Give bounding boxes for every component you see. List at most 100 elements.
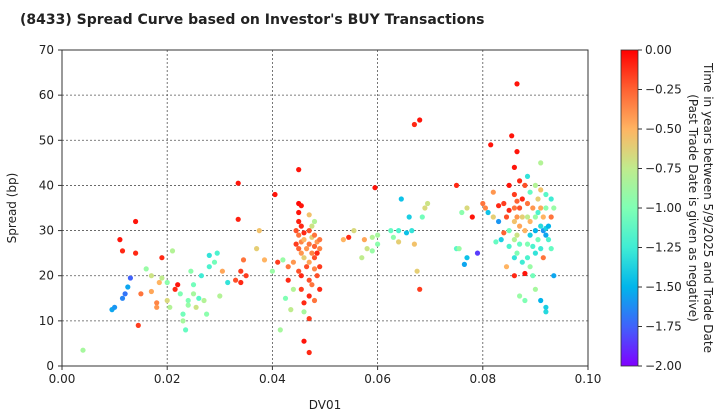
data-point (411, 121, 417, 128)
data-point (425, 200, 431, 207)
y-axis-label: Spread (bp) (5, 173, 19, 244)
data-point (285, 277, 291, 283)
data-point (519, 214, 525, 220)
data-point (306, 293, 312, 299)
data-point (524, 241, 531, 247)
data-point (369, 234, 375, 240)
colorbar-label-line1: Time in years between 5/9/2025 and Trade… (701, 62, 715, 353)
data-point (190, 291, 197, 297)
data-point (527, 264, 533, 270)
data-point (201, 297, 207, 304)
data-point (301, 338, 307, 344)
data-point (154, 300, 160, 306)
colorbar-tick-label: −1.50 (645, 280, 682, 294)
data-point (519, 196, 525, 202)
data-point (538, 187, 544, 193)
data-point (417, 286, 423, 292)
data-point (296, 232, 302, 238)
data-point (296, 218, 302, 225)
data-point (117, 237, 123, 243)
data-point (340, 237, 346, 243)
x-tick-label: 0.02 (154, 372, 181, 386)
data-point (369, 248, 375, 254)
data-point (498, 237, 504, 243)
data-point (133, 250, 139, 256)
data-point (311, 255, 318, 261)
data-point (277, 327, 283, 333)
data-point (532, 250, 539, 256)
data-point (390, 234, 396, 240)
data-point (154, 304, 160, 310)
data-point (272, 191, 278, 198)
data-point (459, 209, 465, 216)
y-tick-label: 0 (46, 359, 54, 373)
data-point (396, 228, 402, 234)
data-point (296, 246, 302, 252)
x-tick-label: 0.06 (364, 372, 391, 386)
data-point (211, 259, 218, 265)
data-point (503, 264, 510, 270)
grid-lines (62, 50, 588, 366)
y-tick-label: 30 (39, 224, 54, 238)
data-point (314, 273, 320, 279)
data-point (469, 214, 475, 220)
data-point (217, 293, 223, 299)
x-tick-label: 0.08 (469, 372, 496, 386)
data-point (511, 191, 517, 198)
data-point (414, 268, 420, 274)
data-point (543, 232, 549, 238)
data-point (119, 295, 126, 301)
data-point (493, 239, 499, 245)
data-point (167, 304, 173, 310)
data-point (388, 228, 394, 234)
data-point (359, 255, 365, 261)
data-point (285, 264, 291, 270)
data-point (301, 300, 307, 306)
chart-title: (8433) Spread Curve based on Investor's … (20, 12, 484, 28)
colorbar-tick-label: −0.25 (645, 83, 682, 97)
data-point (301, 230, 307, 236)
data-point (311, 266, 318, 272)
data-point (317, 264, 323, 270)
colorbar-tick-label: −0.75 (645, 162, 682, 176)
data-point (503, 214, 510, 220)
data-point (514, 81, 520, 87)
data-point (180, 318, 186, 324)
data-point (317, 286, 323, 292)
data-point (485, 209, 491, 216)
data-point (517, 223, 523, 229)
data-point (238, 268, 244, 274)
data-point (406, 214, 412, 220)
data-point (198, 273, 204, 279)
data-point (317, 237, 323, 243)
data-point (482, 205, 488, 211)
data-point (206, 252, 212, 258)
data-point (306, 259, 312, 265)
data-point (112, 304, 118, 310)
data-point (169, 248, 176, 254)
data-point (306, 241, 312, 247)
data-point (464, 205, 470, 211)
data-point (293, 228, 299, 234)
data-point (172, 286, 178, 292)
data-point (311, 297, 318, 304)
data-point (548, 214, 554, 220)
data-point (306, 316, 312, 322)
data-point (551, 273, 557, 279)
data-point (296, 209, 302, 216)
data-points (80, 81, 557, 356)
data-point (548, 246, 554, 252)
data-point (306, 277, 312, 283)
data-point (543, 191, 549, 198)
data-point (375, 232, 381, 238)
data-point (488, 142, 494, 148)
y-axis: 0 10 20 30 40 50 60 70 (39, 43, 62, 373)
data-point (522, 228, 528, 234)
x-axis: 0.00 0.02 0.04 0.06 0.08 0.10 (49, 366, 601, 386)
data-point (135, 322, 141, 328)
data-point (361, 237, 367, 243)
colorbar-tick-label: −1.00 (645, 201, 682, 215)
data-point (298, 223, 304, 229)
data-point (185, 302, 191, 308)
data-point (490, 214, 496, 220)
